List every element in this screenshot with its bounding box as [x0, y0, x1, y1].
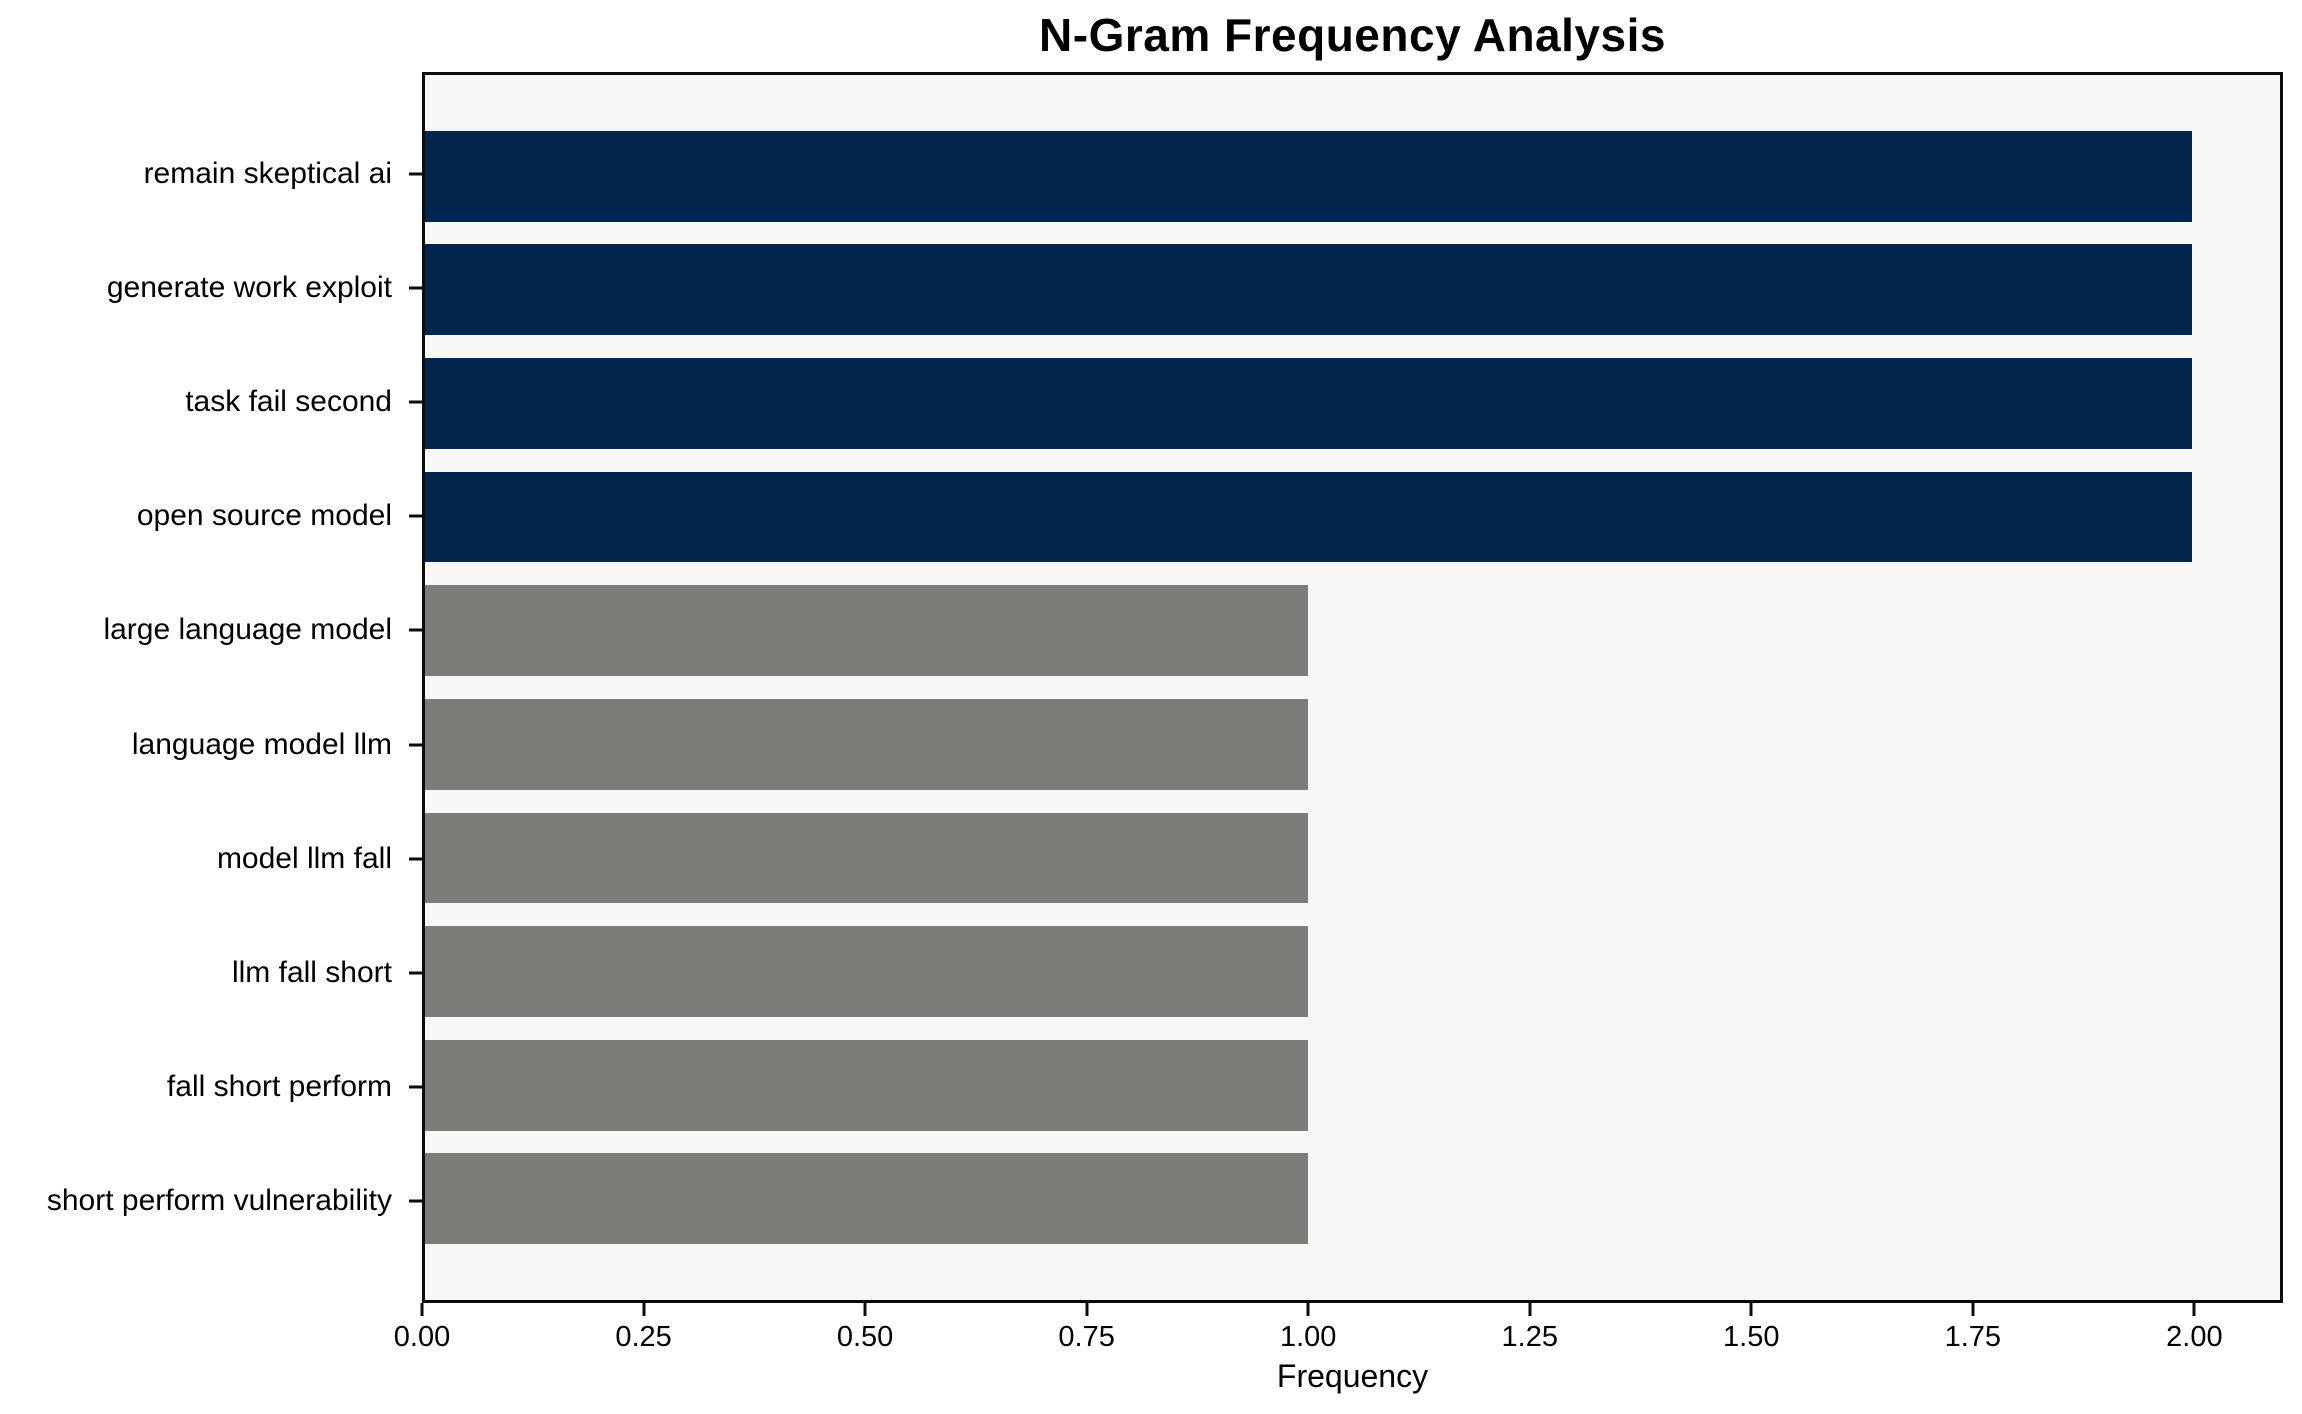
- x-axis-tick-label: 1.00: [1279, 1321, 1337, 1353]
- x-axis-tick-label: 1.75: [1944, 1321, 2002, 1353]
- y-axis-tick-label: task fail second: [185, 385, 392, 419]
- x-axis-tick-label: 0.00: [393, 1321, 451, 1353]
- y-axis-tick-label: large language model: [103, 613, 392, 647]
- y-axis-tick-label: generate work exploit: [106, 270, 392, 304]
- x-axis-tick-mark: [1749, 1303, 1753, 1316]
- bar: [425, 130, 2192, 222]
- x-axis-tick-mark: [420, 1303, 424, 1316]
- x-axis-tick-label: 2.00: [2166, 1321, 2223, 1353]
- x-axis: 0.00 0.25 0.50 0.75 1.00 1.25 1.50 1.75 2.00: [394, 1303, 2283, 1393]
- y-axis-tick-label: remain skeptical ai: [143, 156, 392, 190]
- y-axis-tick-mark: [409, 971, 422, 975]
- y-axis-tick-mark: [409, 514, 422, 518]
- y-axis: remain skeptical ai generate work exploit…: [0, 72, 422, 1303]
- x-axis-tick-mark: [642, 1303, 646, 1316]
- x-axis-tick-mark: [1528, 1303, 1532, 1316]
- y-axis-tick-mark: [409, 400, 422, 404]
- y-axis-tick-label: fall short perform: [166, 1070, 392, 1104]
- x-axis-tick-label: 0.50: [836, 1321, 894, 1353]
- y-axis-tick-label: llm fall short: [231, 955, 392, 989]
- y-axis-tick-label: model llm fall: [216, 841, 392, 875]
- x-axis-tick-mark: [2192, 1303, 2196, 1316]
- bar: [425, 926, 1309, 1018]
- bar: [425, 471, 2192, 563]
- y-axis-tick-mark: [409, 1085, 422, 1089]
- plot-area: [422, 72, 2283, 1303]
- y-axis-tick-label: short perform vulnerability: [46, 1184, 392, 1218]
- bar: [425, 812, 1309, 904]
- bar: [425, 244, 2192, 336]
- bar: [425, 1039, 1309, 1131]
- x-axis-title: Frequency: [1276, 1358, 1429, 1394]
- y-axis-tick-mark: [409, 857, 422, 861]
- bar: [425, 357, 2192, 449]
- x-axis-tick-label: 0.75: [1058, 1321, 1115, 1353]
- bar: [425, 698, 1309, 790]
- x-axis-tick-mark: [1306, 1303, 1310, 1316]
- y-axis-tick-mark: [409, 743, 422, 747]
- y-axis-tick-label: language model llm: [131, 727, 392, 761]
- x-axis-tick-mark: [863, 1303, 867, 1316]
- x-axis-tick-mark: [1971, 1303, 1975, 1316]
- y-axis-tick-mark: [409, 1199, 422, 1203]
- x-axis-tick-label: 1.25: [1501, 1321, 1558, 1353]
- bar: [425, 1153, 1309, 1245]
- y-axis-tick-mark: [409, 286, 422, 290]
- y-axis-tick-mark: [409, 628, 422, 632]
- y-axis-tick-mark: [409, 172, 422, 176]
- y-axis-tick-label: open source model: [136, 499, 392, 533]
- x-axis-tick-mark: [1085, 1303, 1089, 1316]
- x-axis-tick-label: 1.50: [1723, 1321, 1780, 1353]
- bar: [425, 585, 1309, 677]
- chart-title: N-Gram Frequency Analysis: [1039, 9, 1666, 61]
- x-axis-tick-label: 0.25: [615, 1321, 672, 1353]
